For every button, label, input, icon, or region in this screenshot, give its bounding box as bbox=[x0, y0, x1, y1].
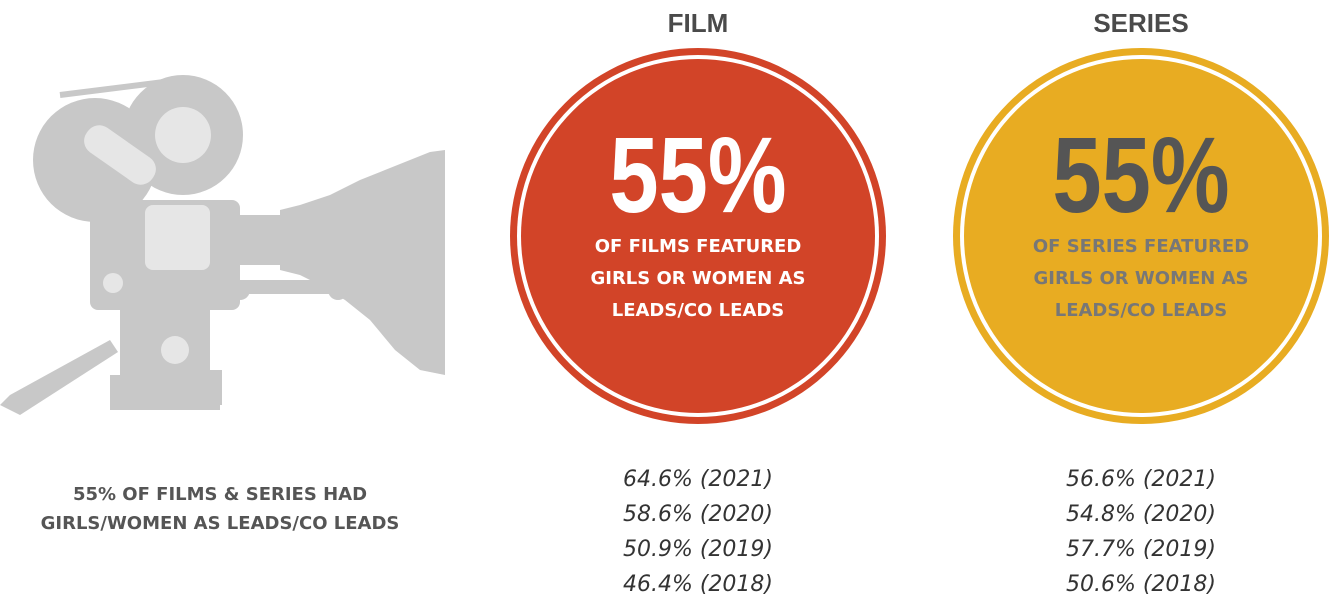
column-heading: SERIES bbox=[1093, 8, 1188, 38]
history-line: 50.6% (2018) bbox=[1066, 572, 1216, 597]
history-line: 54.8% (2020) bbox=[1066, 502, 1216, 527]
history-line: 46.4% (2018) bbox=[623, 572, 773, 597]
history-line: 50.9% (2019) bbox=[623, 537, 773, 562]
stat: 55% bbox=[609, 115, 786, 235]
history-line: 64.6% (2021) bbox=[623, 467, 773, 492]
camera-illustration bbox=[0, 75, 445, 415]
history-line: 58.6% (2020) bbox=[623, 502, 773, 527]
stat-description: GIRLS OR WOMEN AS bbox=[1033, 268, 1248, 289]
infographic: 55% OF FILMS & SERIES HAD GIRLS/WOMEN AS … bbox=[0, 0, 1338, 605]
stat-description: LEADS/CO LEADS bbox=[612, 300, 785, 321]
stat: 55% bbox=[1052, 115, 1229, 235]
history-line: 56.6% (2021) bbox=[1066, 467, 1216, 492]
page: 55% OF FILMS & SERIES HAD GIRLS/WOMEN AS … bbox=[0, 0, 1338, 605]
stat-description: GIRLS OR WOMEN AS bbox=[590, 268, 805, 289]
caption-line: GIRLS/WOMEN AS LEADS/CO LEADS bbox=[41, 513, 400, 534]
column-heading: FILM bbox=[668, 8, 729, 38]
stat-description: LEADS/CO LEADS bbox=[1055, 300, 1228, 321]
stat-description: OF SERIES FEATURED bbox=[1033, 236, 1249, 257]
caption-line: 55% OF FILMS & SERIES HAD bbox=[73, 484, 367, 505]
history-line: 57.7% (2019) bbox=[1066, 537, 1216, 562]
stat-description: OF FILMS FEATURED bbox=[595, 236, 802, 257]
